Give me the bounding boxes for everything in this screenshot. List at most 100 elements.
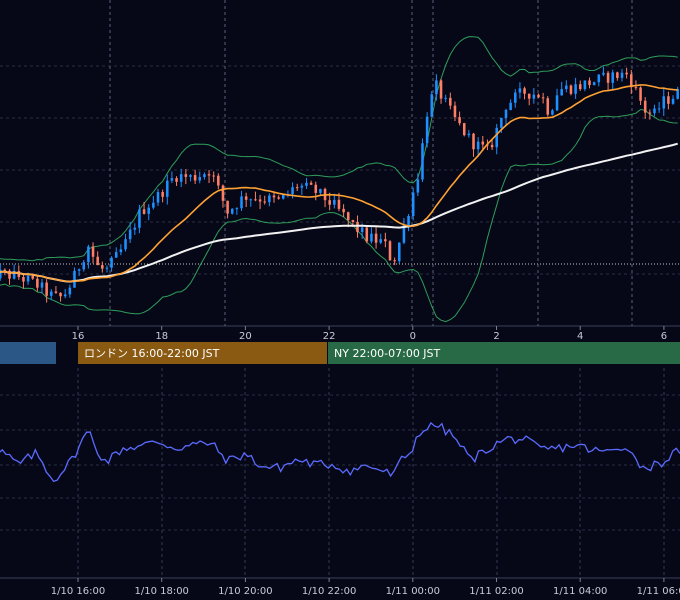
indicator-tick-label: 1/10 22:00 xyxy=(302,586,356,597)
candle xyxy=(105,265,109,273)
candle-body xyxy=(476,141,480,150)
candle-body xyxy=(676,88,679,99)
indicator-vertical-lines xyxy=(77,368,665,578)
candle xyxy=(643,97,647,119)
candle-body xyxy=(291,187,294,195)
candle-body xyxy=(639,87,642,101)
candle xyxy=(555,88,559,112)
candle-body xyxy=(592,82,596,86)
candle xyxy=(309,180,313,186)
candle-body xyxy=(653,108,656,114)
candle xyxy=(657,102,661,113)
session-bar: ロンドン 16:00-22:00 JST NY 22:00-07:00 JST xyxy=(0,342,680,364)
candle xyxy=(472,132,475,157)
candle xyxy=(384,232,387,248)
candle xyxy=(365,226,369,244)
candle-body xyxy=(602,72,605,75)
candle-body xyxy=(551,110,554,115)
candle-body xyxy=(337,199,341,209)
candle-body xyxy=(411,192,415,216)
candle xyxy=(73,267,76,288)
candle xyxy=(249,198,253,207)
candle xyxy=(495,123,498,155)
price-grid xyxy=(0,65,680,275)
candle-body xyxy=(152,202,155,208)
candle xyxy=(425,112,429,148)
bollinger-lower xyxy=(0,108,678,323)
candle-body xyxy=(226,200,229,214)
candle xyxy=(458,111,461,126)
candle-body xyxy=(416,179,420,193)
candle xyxy=(421,138,424,182)
indicator-line xyxy=(0,421,680,483)
candle-body xyxy=(91,246,95,257)
candle xyxy=(277,195,280,200)
candle-body xyxy=(625,72,628,75)
candle-body xyxy=(147,207,150,214)
candle-body xyxy=(198,177,202,181)
candle-body xyxy=(40,282,44,288)
candle xyxy=(616,71,619,81)
candle-body xyxy=(87,246,90,263)
candle-body xyxy=(179,174,183,182)
candle xyxy=(509,99,512,111)
candle-body xyxy=(110,257,113,268)
candle-body xyxy=(230,208,234,214)
indicator-x-axis: 1/10 16:00 1/10 18:00 1/10 20:00 1/10 22:00… xyxy=(51,578,680,597)
candle xyxy=(476,137,480,157)
candle xyxy=(268,193,271,207)
candle-body xyxy=(523,88,526,94)
candle xyxy=(407,214,410,232)
session-segment: NY 22:00-07:00 JST xyxy=(328,342,680,364)
candle xyxy=(504,108,508,126)
candle-body xyxy=(82,262,86,270)
candle xyxy=(342,204,345,218)
candle xyxy=(198,171,202,184)
candle xyxy=(560,81,563,96)
candle-body xyxy=(546,98,550,115)
candle xyxy=(50,289,53,300)
candle-body xyxy=(54,291,58,293)
candle-body xyxy=(161,192,164,197)
session-label: NY 22:00-07:00 JST xyxy=(334,347,441,360)
candle-body xyxy=(388,241,392,261)
price-vertical-lines xyxy=(109,0,633,326)
candle xyxy=(565,80,568,93)
candle-body xyxy=(630,74,633,88)
candle xyxy=(305,177,308,189)
price-x-axis: 16 18 20 22 0 2 4 6 xyxy=(72,326,667,342)
candle xyxy=(611,69,614,91)
candle-body xyxy=(435,80,438,95)
candle xyxy=(22,274,25,289)
candle xyxy=(189,174,192,182)
candle xyxy=(671,95,675,105)
candle xyxy=(388,240,392,261)
candle xyxy=(606,71,610,90)
candle-body xyxy=(277,197,280,199)
candle xyxy=(300,183,304,195)
candle-body xyxy=(63,294,67,297)
candle-body xyxy=(193,175,197,181)
price-tick-label: 18 xyxy=(155,331,168,342)
candle-body xyxy=(462,123,466,136)
candle-body xyxy=(119,249,123,253)
candle-body xyxy=(3,269,7,271)
price-tick-label: 6 xyxy=(661,331,667,342)
candle xyxy=(119,244,123,256)
candle-body xyxy=(300,185,304,188)
candle xyxy=(569,84,573,96)
candle-body xyxy=(212,175,215,177)
candle xyxy=(203,172,206,180)
candle xyxy=(91,242,95,264)
candle xyxy=(346,211,350,228)
indicator-grid xyxy=(0,394,680,531)
candle-body xyxy=(263,201,266,203)
candle-body xyxy=(643,100,647,113)
candle xyxy=(467,129,471,138)
candle-body xyxy=(342,208,345,213)
candle-body xyxy=(166,180,169,197)
candle-body xyxy=(96,256,99,266)
price-tick-label: 2 xyxy=(493,331,499,342)
session-segment: ロンドン 16:00-22:00 JST xyxy=(78,342,327,364)
